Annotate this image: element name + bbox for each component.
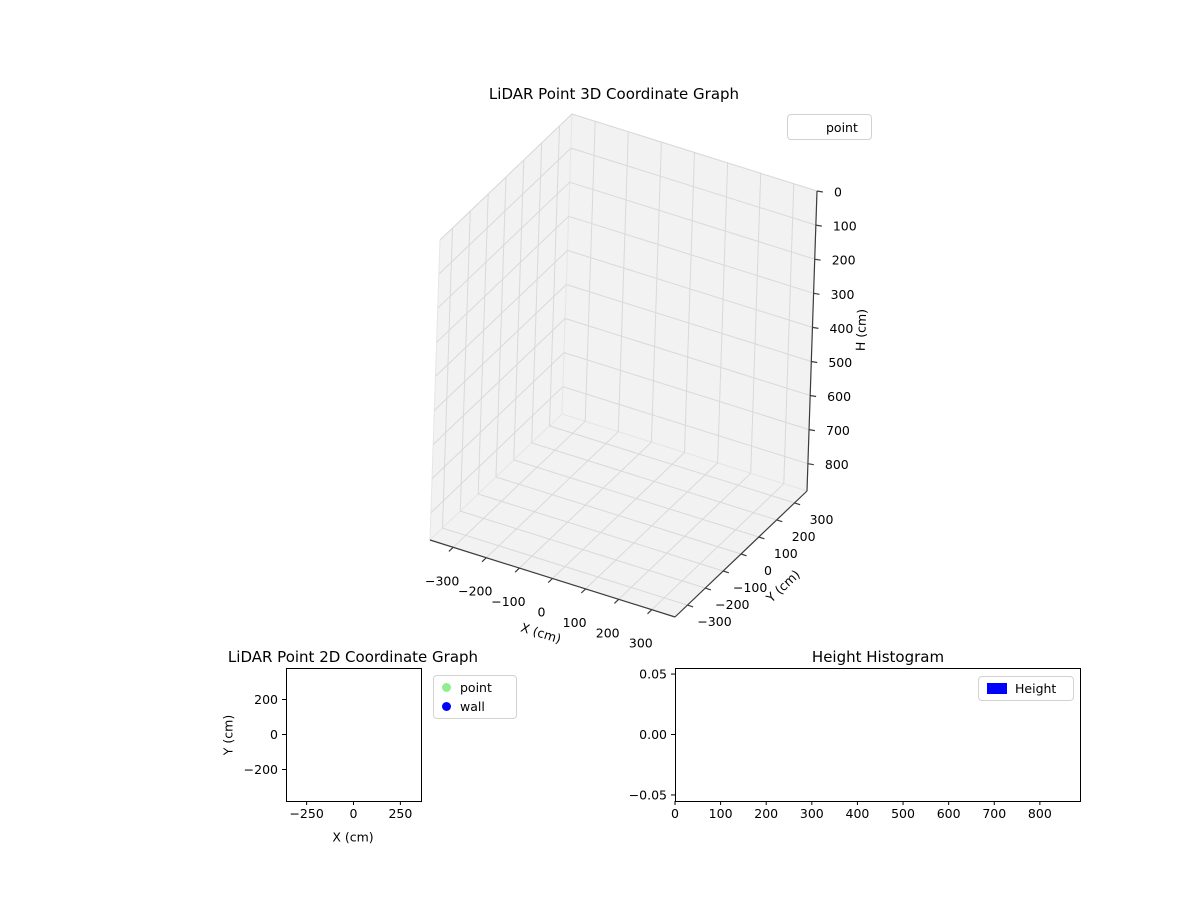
legend-entry-wall: wall — [442, 697, 485, 716]
tick-label: 0.00 — [639, 727, 667, 742]
tick-label: 500 — [891, 806, 915, 821]
tick-label: 0.05 — [639, 667, 667, 682]
tick-label: 200 — [832, 253, 856, 268]
tick-label: 0 — [671, 806, 679, 821]
chart2d-legend: point wall — [433, 675, 517, 719]
tick-label: 700 — [826, 423, 850, 438]
tick-label: −300 — [425, 573, 459, 588]
tick-label: 500 — [828, 355, 852, 370]
chart3d-canvas: −300−200−1000100200300−300−200−100010020… — [425, 112, 857, 651]
chart3d-title: LiDAR Point 3D Coordinate Graph — [488, 85, 740, 103]
tick-label: 300 — [629, 636, 653, 651]
tick-label: 200 — [754, 806, 778, 821]
tick-label: 800 — [1028, 806, 1052, 821]
chart2d-title: LiDAR Point 2D Coordinate Graph — [227, 648, 479, 666]
tick-label: −100 — [491, 594, 525, 609]
legend-entry-point: point — [442, 678, 492, 697]
tick-label: 300 — [810, 512, 834, 527]
tick-label: −0.05 — [629, 787, 667, 802]
tick-label: −250 — [289, 806, 323, 821]
height-swatch-icon — [987, 683, 1007, 694]
tick-label: 0 — [764, 563, 772, 578]
tick-label: 0 — [538, 605, 546, 620]
tick-label: 600 — [937, 806, 961, 821]
tick-label: −200 — [715, 597, 749, 612]
tick-label: 200 — [792, 529, 816, 544]
tick-label: 0 — [834, 185, 842, 200]
wall-marker-icon — [442, 702, 451, 711]
tick-label: −100 — [733, 580, 767, 595]
hist-title: Height Histogram — [811, 648, 945, 666]
legend-label-point: point — [460, 680, 492, 695]
chart2d-yaxis-label: Y (cm) — [220, 714, 236, 756]
tick-label: 100 — [563, 615, 587, 630]
tick-label: 400 — [846, 806, 870, 821]
tick-label: 100 — [833, 219, 857, 234]
tick-label: 600 — [827, 389, 851, 404]
hist-legend: Height — [978, 676, 1074, 701]
chart2d-xaxis-label: X (cm) — [332, 829, 374, 845]
tick-label: 0 — [350, 806, 358, 821]
tick-label: 400 — [829, 321, 853, 336]
tick-label: 250 — [388, 806, 412, 821]
tick-label: 200 — [254, 692, 278, 707]
tick-label: −300 — [697, 614, 731, 629]
tick-label: −200 — [458, 584, 492, 599]
tick-label: 800 — [825, 457, 849, 472]
legend-label-point: point — [826, 119, 858, 135]
point-marker-icon — [442, 683, 451, 692]
legend-label-wall: wall — [460, 699, 485, 714]
chart3d-zaxis-label: H (cm) — [852, 308, 870, 352]
tick-label: −200 — [244, 762, 278, 777]
tick-label: 700 — [982, 806, 1006, 821]
chart2d-canvas: −250 0 250 −200 0 200 — [244, 668, 422, 821]
legend-label-height: Height — [1015, 681, 1057, 696]
chart3d-legend: point — [787, 114, 872, 140]
tick-label: 100 — [774, 546, 798, 561]
tick-label: 100 — [709, 806, 733, 821]
tick-label: 300 — [800, 806, 824, 821]
tick-label: 200 — [596, 625, 620, 640]
tick-label: 0 — [270, 727, 278, 742]
tick-label: 300 — [831, 287, 855, 302]
